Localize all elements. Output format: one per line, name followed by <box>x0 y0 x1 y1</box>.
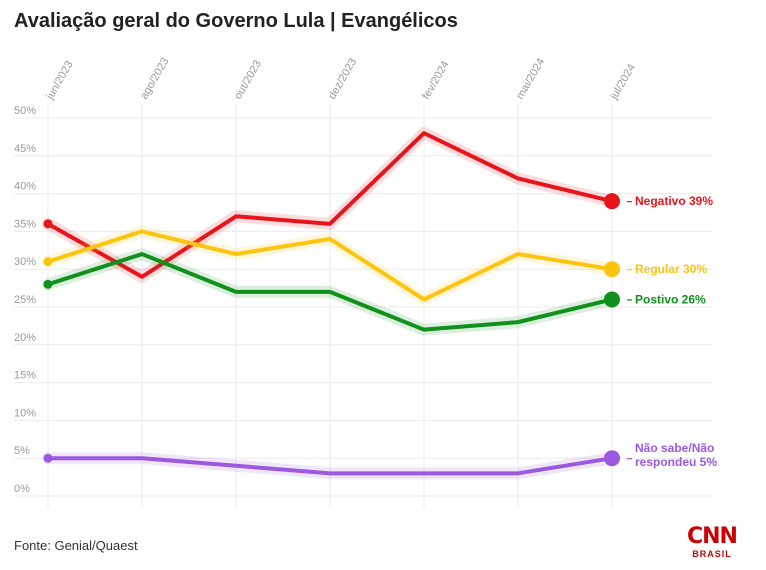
y-tick-label: 5% <box>14 445 30 457</box>
x-tick-label: mai/2024 <box>514 56 547 101</box>
x-tick-label: out/2023 <box>232 58 264 101</box>
x-tick-label: jun/2023 <box>44 59 76 102</box>
data-point <box>43 279 53 289</box>
series-line <box>46 456 614 476</box>
y-tick-label: 25% <box>14 294 36 306</box>
y-tick-label: 0% <box>14 483 30 495</box>
y-tick-label: 10% <box>14 407 36 419</box>
y-tick-label: 15% <box>14 370 36 382</box>
end-marker <box>604 261 620 278</box>
x-axis: jun/2023 ago/2023 out/2023 dez/2023 fev/2024… <box>44 56 638 103</box>
x-tick-label: dez/2023 <box>326 56 359 101</box>
series-line <box>46 131 614 279</box>
series-label: respondeu 5% <box>635 455 717 469</box>
end-marker <box>604 193 620 210</box>
y-tick-label: 50% <box>14 105 36 117</box>
y-tick-label: 45% <box>14 143 36 155</box>
data-point <box>43 453 53 463</box>
end-marker <box>604 291 620 308</box>
y-tick-label: 30% <box>14 256 36 268</box>
series-label: Regular 30% <box>635 262 707 276</box>
series-labels: Negativo 39% Regular 30% Postivo 26% Não sa… <box>627 194 717 469</box>
series-line <box>46 252 614 332</box>
logo-subtext: BRASIL <box>692 549 732 559</box>
logo-text: CNN <box>687 524 738 549</box>
x-tick-label: fev/2024 <box>420 59 451 102</box>
series-label: Não sabe/Não <box>635 441 714 455</box>
y-tick-label: 40% <box>14 181 36 193</box>
x-tick-label: jul/2024 <box>608 62 638 102</box>
source-note: Fonte: Genial/Quaest <box>14 538 138 553</box>
end-marker <box>604 450 620 467</box>
y-axis: 0% 5% 10% 15% 20% 25% 30% 35% 40% 45% 50% <box>14 105 36 495</box>
series-lines <box>42 127 620 480</box>
y-tick-label: 35% <box>14 218 36 230</box>
x-tick-label: ago/2023 <box>138 56 171 102</box>
chart-title: Avaliação geral do Governo Lula | Evangé… <box>14 10 458 32</box>
cnn-brasil-logo: CNN BRASIL <box>687 524 738 564</box>
series-label: Negativo 39% <box>635 194 713 208</box>
data-point <box>43 219 53 229</box>
y-tick-label: 20% <box>14 332 36 344</box>
data-point <box>43 257 53 267</box>
series-line <box>46 229 614 302</box>
series-label: Postivo 26% <box>635 292 706 306</box>
